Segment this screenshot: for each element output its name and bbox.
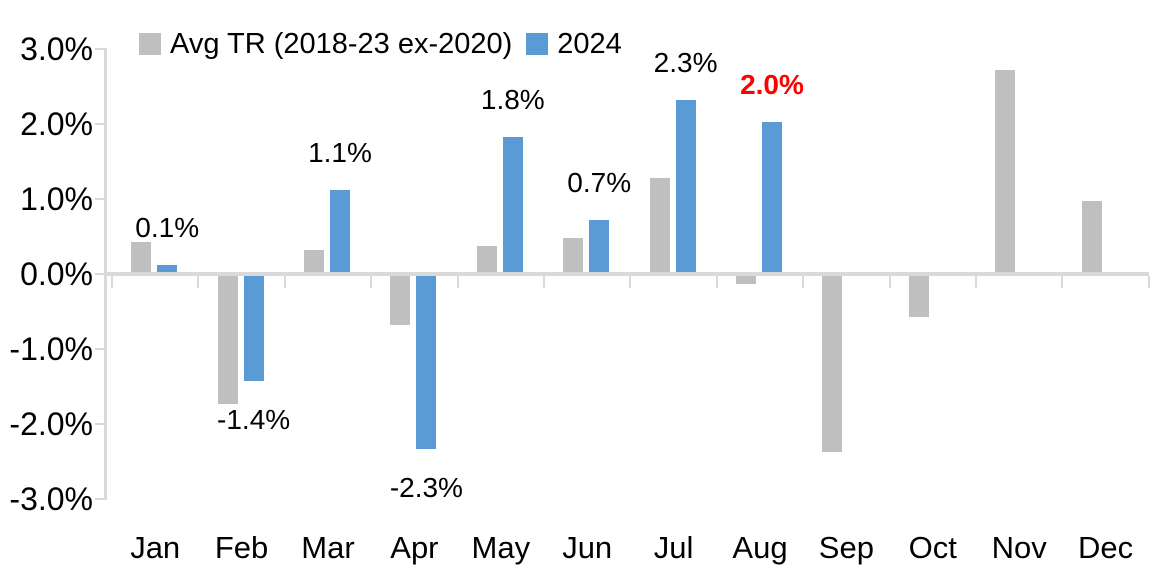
y-axis-label: 1.0% [20,181,93,217]
y-axis-tick [95,198,107,200]
x-axis-tick [543,276,545,288]
y-axis-label: -1.0% [9,331,93,367]
x-axis-label-nov: Nov [991,530,1047,565]
data-label-jan: 0.1% [135,211,200,243]
x-axis-label-may: May [471,530,531,565]
bar-avg-feb [217,276,238,404]
x-axis-tick [456,276,459,288]
x-axis-label-aug: Aug [732,530,788,565]
bar-avg-apr [390,276,411,325]
bar-avg-jul [649,178,670,272]
x-axis-tick [1061,276,1064,288]
data-label-mar: 1.1% [308,136,372,168]
y-axis-label: 0.0% [20,256,93,292]
y-axis-tick [95,273,107,275]
bar-2024-jan [157,264,178,272]
data-label-aug: 2.0% [740,69,804,100]
bar-avg-may [476,245,497,272]
y-axis-label: -2.0% [9,406,93,442]
x-axis-tick [370,276,373,288]
x-axis-tick [1147,276,1150,288]
x-axis-label-mar: Mar [301,530,355,565]
data-label-feb: -1.4% [217,404,291,435]
y-axis-tick [95,498,107,500]
data-label-jun: 0.7% [567,166,632,198]
data-label-jul: 2.3% [653,46,718,78]
bar-avg-dec [1081,200,1102,272]
bar-2024-feb [243,276,264,381]
legend: Avg TR (2018-23 ex-2020) 2024 [139,27,636,60]
y-axis-label: 2.0% [20,106,93,142]
y-axis-tick [95,48,107,50]
x-axis-label-dec: Dec [1078,530,1134,565]
bar-avg-sep [822,276,843,453]
x-axis-tick [715,276,718,288]
bar-2024-apr [416,276,437,449]
y-axis-tick [95,123,107,125]
bar-avg-mar [304,249,324,272]
x-axis-tick [111,276,113,288]
bar-2024-mar [330,189,350,272]
x-axis-label-feb: Feb [214,530,269,565]
bar-avg-aug [736,276,756,284]
y-axis-tick [95,348,107,350]
y-axis-label: 3.0% [20,31,93,67]
bar-avg-jun [563,238,584,272]
bar-2024-jun [589,219,610,272]
bar-avg-oct [908,276,929,318]
x-axis-label-jan: Jan [130,530,181,565]
bar-2024-may [502,137,523,272]
x-axis-line [104,272,1149,276]
y-axis-label: -3.0% [9,481,93,517]
bar-2024-aug [762,122,782,272]
legend-label-avg-tr: Avg TR (2018-23 ex-2020) [170,27,513,60]
x-axis-tick [629,276,632,288]
bar-2024-jul [675,99,696,272]
y-axis-tick [95,423,107,425]
x-axis-label-jul: Jul [653,530,694,565]
x-axis-label-apr: Apr [390,530,439,565]
x-axis-tick [283,276,286,288]
x-axis-tick [888,276,891,288]
bar-avg-nov [995,69,1016,272]
legend-label-2024: 2024 [557,27,622,60]
legend-swatch-avg-tr [139,33,161,55]
x-axis-tick [975,276,977,288]
x-axis-label-oct: Oct [908,530,957,565]
bar-avg-jan [131,242,152,272]
data-label-may: 1.8% [480,84,545,115]
x-axis-label-jun: Jun [562,530,613,565]
legend-swatch-2024 [526,33,549,55]
x-axis-tick [802,276,805,288]
x-axis-tick [197,276,200,288]
data-label-apr: -2.3% [389,471,463,503]
x-axis-label-sep: Sep [818,530,874,565]
